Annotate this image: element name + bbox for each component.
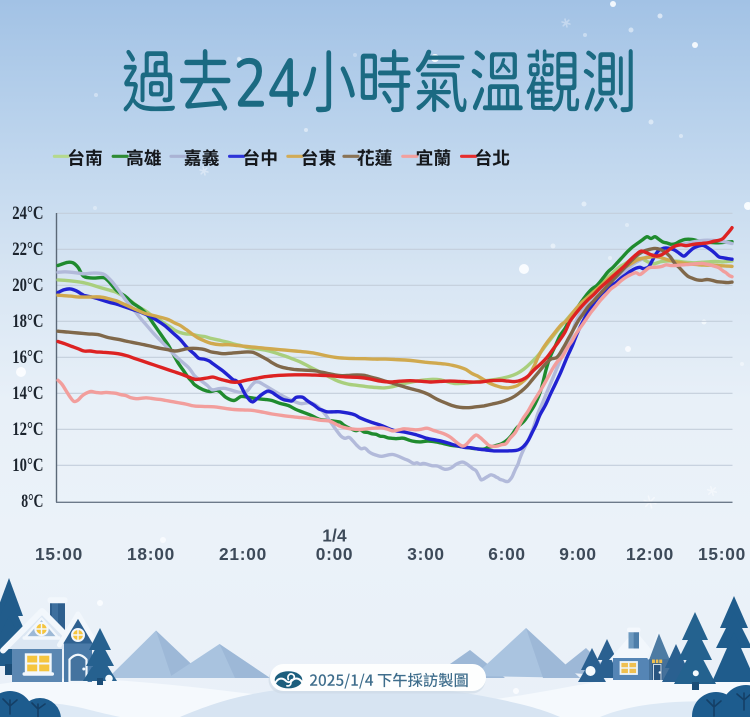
svg-text:9:00: 9:00 bbox=[559, 544, 597, 564]
svg-text:3:00: 3:00 bbox=[407, 544, 445, 564]
svg-text:15:00: 15:00 bbox=[35, 544, 83, 564]
svg-text:21:00: 21:00 bbox=[219, 544, 267, 564]
svg-text:1/4: 1/4 bbox=[322, 526, 347, 546]
svg-text:18:00: 18:00 bbox=[127, 544, 175, 564]
svg-text:12:00: 12:00 bbox=[626, 544, 674, 564]
svg-text:18°C: 18°C bbox=[12, 311, 43, 332]
svg-text:16°C: 16°C bbox=[12, 347, 43, 368]
svg-text:15:00: 15:00 bbox=[698, 544, 746, 564]
svg-text:20°C: 20°C bbox=[12, 275, 43, 296]
svg-text:12°C: 12°C bbox=[12, 419, 43, 440]
svg-text:22°C: 22°C bbox=[12, 239, 43, 260]
svg-text:24°C: 24°C bbox=[12, 203, 43, 224]
svg-text:10°C: 10°C bbox=[12, 455, 43, 476]
svg-text:6:00: 6:00 bbox=[488, 544, 526, 564]
svg-text:8°C: 8°C bbox=[21, 491, 43, 512]
svg-text:14°C: 14°C bbox=[12, 383, 43, 404]
svg-text:0:00: 0:00 bbox=[316, 544, 354, 564]
